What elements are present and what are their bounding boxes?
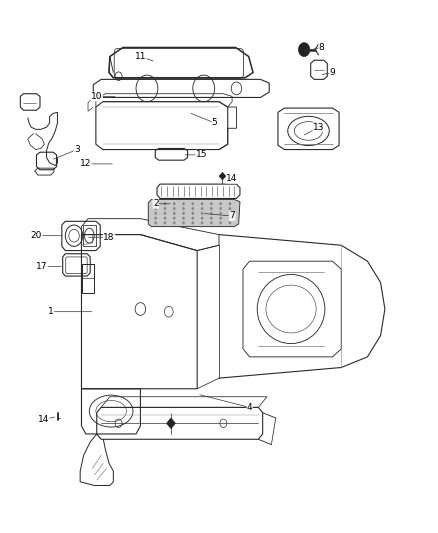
- Text: 4: 4: [247, 403, 252, 412]
- Circle shape: [191, 216, 194, 220]
- Circle shape: [210, 212, 213, 215]
- Text: 5: 5: [212, 118, 218, 127]
- Circle shape: [164, 216, 166, 220]
- Text: 11: 11: [134, 52, 146, 61]
- Circle shape: [154, 202, 157, 205]
- Circle shape: [229, 202, 231, 205]
- Text: 18: 18: [103, 233, 115, 242]
- Text: 10: 10: [91, 92, 102, 101]
- Circle shape: [229, 212, 231, 215]
- Circle shape: [201, 212, 203, 215]
- Text: 7: 7: [229, 212, 235, 221]
- Text: 15: 15: [196, 150, 207, 159]
- Text: 3: 3: [74, 145, 80, 154]
- Circle shape: [210, 202, 213, 205]
- Circle shape: [210, 207, 213, 210]
- Polygon shape: [219, 172, 226, 180]
- Circle shape: [182, 207, 185, 210]
- Circle shape: [182, 216, 185, 220]
- Circle shape: [201, 207, 203, 210]
- Circle shape: [191, 221, 194, 224]
- Circle shape: [164, 221, 166, 224]
- Circle shape: [219, 202, 222, 205]
- Circle shape: [173, 216, 176, 220]
- Text: 20: 20: [31, 231, 42, 240]
- Polygon shape: [166, 418, 175, 429]
- Circle shape: [182, 202, 185, 205]
- Text: 14: 14: [226, 174, 238, 183]
- Circle shape: [154, 212, 157, 215]
- Circle shape: [210, 216, 213, 220]
- Circle shape: [219, 216, 222, 220]
- Circle shape: [154, 216, 157, 220]
- Circle shape: [173, 207, 176, 210]
- Circle shape: [173, 202, 176, 205]
- Circle shape: [182, 221, 185, 224]
- Circle shape: [154, 207, 157, 210]
- Circle shape: [298, 43, 310, 56]
- Circle shape: [229, 221, 231, 224]
- Circle shape: [164, 202, 166, 205]
- Text: 14: 14: [38, 415, 49, 424]
- Circle shape: [164, 207, 166, 210]
- Circle shape: [229, 207, 231, 210]
- Circle shape: [173, 212, 176, 215]
- Text: 13: 13: [313, 123, 324, 132]
- Circle shape: [219, 207, 222, 210]
- Circle shape: [210, 221, 213, 224]
- Circle shape: [201, 202, 203, 205]
- Circle shape: [191, 202, 194, 205]
- Circle shape: [201, 221, 203, 224]
- Circle shape: [191, 207, 194, 210]
- Text: 17: 17: [36, 262, 48, 271]
- Text: 12: 12: [80, 159, 92, 168]
- Circle shape: [219, 212, 222, 215]
- Circle shape: [164, 212, 166, 215]
- Text: 2: 2: [153, 199, 159, 208]
- Circle shape: [154, 221, 157, 224]
- Circle shape: [219, 221, 222, 224]
- Polygon shape: [148, 199, 240, 227]
- Text: 9: 9: [330, 68, 336, 77]
- Circle shape: [173, 221, 176, 224]
- Circle shape: [191, 212, 194, 215]
- Circle shape: [201, 216, 203, 220]
- Text: 1: 1: [48, 307, 54, 316]
- Text: 8: 8: [319, 43, 325, 52]
- Circle shape: [229, 216, 231, 220]
- Circle shape: [182, 212, 185, 215]
